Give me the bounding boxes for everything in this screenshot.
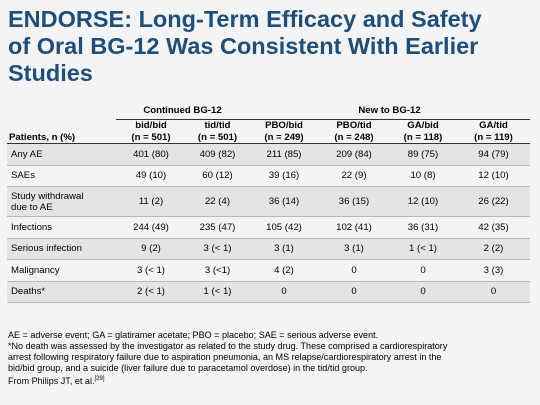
- row-label-line-2: due to AE: [11, 201, 53, 213]
- table-cell: 3 (1): [249, 238, 319, 260]
- table-cell: 3 (1): [319, 238, 389, 260]
- table-cell: 22 (4): [186, 186, 249, 217]
- table-cell: 244 (49): [116, 216, 186, 239]
- column-n: (n = 118): [403, 131, 443, 143]
- column-name: GA/bid: [407, 120, 439, 131]
- adverse-events-table: Continued BG-12 New to BG-12 Patients, n…: [7, 102, 530, 303]
- table-cell: 235 (47): [186, 216, 249, 239]
- footnotes: AE = adverse event; GA = glatiramer acet…: [8, 330, 533, 387]
- table-cell: 11 (2): [116, 186, 186, 217]
- footnote-deaths-line-1: *No death was assessed by the investigat…: [8, 341, 448, 351]
- row-label: Any AE: [7, 143, 116, 166]
- table-cell: 36 (31): [389, 216, 457, 239]
- table-cell: 409 (82): [186, 143, 249, 166]
- table-cell: 49 (10): [116, 165, 186, 187]
- column-name: tid/tid: [204, 120, 231, 131]
- table-cell: 89 (75): [389, 143, 457, 166]
- table-cell: 211 (85): [249, 143, 319, 166]
- table-cell: 1 (< 1): [389, 238, 457, 260]
- table-cell: 10 (8): [389, 165, 457, 187]
- row-label: Malignancy: [7, 259, 116, 282]
- column-header: PBO/tid (n = 248): [319, 119, 389, 144]
- table-cell: 0: [319, 281, 389, 303]
- table-cell: 26 (22): [457, 186, 530, 217]
- table-cell: 0: [249, 281, 319, 303]
- table-row: Serious infection 9 (2) 3 (< 1) 3 (1) 3 …: [7, 238, 530, 260]
- table-cell: 0: [389, 281, 457, 303]
- table-cell: 209 (84): [319, 143, 389, 166]
- table-cell: 60 (12): [186, 165, 249, 187]
- table-cell: 9 (2): [116, 238, 186, 260]
- table-row: SAEs 49 (10) 60 (12) 39 (16) 22 (9) 10 (…: [7, 165, 530, 187]
- title-line-1: ENDORSE: Long-Term Efficacy and Safety: [8, 6, 482, 32]
- column-header: tid/tid (n = 501): [186, 119, 249, 144]
- footnote-abbreviations: AE = adverse event; GA = glatiramer acet…: [8, 330, 379, 340]
- slide-title: ENDORSE: Long-Term Efficacy and Safety o…: [8, 6, 533, 87]
- table-row: Any AE 401 (80) 409 (82) 211 (85) 209 (8…: [7, 143, 530, 166]
- column-header-row: Patients, n (%) bid/bid (n = 501) tid/tid…: [7, 119, 530, 144]
- table-cell: 2 (2): [457, 238, 530, 260]
- table-row: Study withdrawal due to AE 11 (2) 22 (4) …: [7, 186, 530, 217]
- table-cell: 22 (9): [319, 165, 389, 187]
- table-cell: 12 (10): [457, 165, 530, 187]
- footnote-source: From Philips JT, et al.[29]: [8, 374, 533, 387]
- column-name: bid/bid: [135, 120, 167, 131]
- column-n: (n = 249): [264, 131, 304, 143]
- column-name: PBO/bid: [265, 120, 303, 131]
- footnote-deaths-line-2: arrest following respiratory failure due…: [8, 352, 442, 362]
- table-cell: 36 (15): [319, 186, 389, 217]
- source-reference: [29]: [94, 376, 105, 382]
- column-header: PBO/bid (n = 249): [249, 119, 319, 144]
- row-label: Serious infection: [7, 238, 116, 260]
- group-header-continued: Continued BG-12: [116, 102, 249, 120]
- table-row: Deaths* 2 (< 1) 1 (< 1) 0 0 0 0: [7, 281, 530, 303]
- table-cell: 3 (<1): [186, 259, 249, 282]
- table-cell: 105 (42): [249, 216, 319, 239]
- row-label: Deaths*: [7, 281, 116, 303]
- table-cell: 2 (< 1): [116, 281, 186, 303]
- row-label-line-1: Study withdrawal: [11, 190, 84, 202]
- group-header-row: Continued BG-12 New to BG-12: [7, 102, 530, 120]
- column-n: (n = 119): [474, 131, 513, 143]
- row-label: Study withdrawal due to AE: [7, 186, 116, 217]
- table-cell: 36 (14): [249, 186, 319, 217]
- column-header: bid/bid (n = 501): [116, 119, 186, 144]
- column-n: (n = 501): [197, 131, 238, 143]
- table-cell: 0: [457, 281, 530, 303]
- footnote-deaths-line-3: bid/bid group, and a suicide (liver fail…: [8, 363, 368, 373]
- table-cell: 4 (2): [249, 259, 319, 282]
- title-line-2: of Oral BG-12 Was Consistent With Earlie…: [8, 33, 479, 59]
- group-header-spacer: [7, 102, 116, 120]
- column-n: (n = 248): [334, 131, 374, 143]
- table-cell: 12 (10): [389, 186, 457, 217]
- group-header-new: New to BG-12: [249, 102, 530, 120]
- row-label: Infections: [7, 216, 116, 239]
- table-row: Malignancy 3 (< 1) 3 (<1) 4 (2) 0 0 3 (3…: [7, 259, 530, 282]
- column-name: PBO/tid: [336, 120, 372, 131]
- column-n: (n = 501): [131, 131, 171, 143]
- table-cell: 401 (80): [116, 143, 186, 166]
- table-cell: 102 (41): [319, 216, 389, 239]
- table-cell: 0: [389, 259, 457, 282]
- table-cell: 0: [319, 259, 389, 282]
- table-cell: 3 (3): [457, 259, 530, 282]
- table-cell: 94 (79): [457, 143, 530, 166]
- column-header: GA/bid (n = 118): [389, 119, 457, 144]
- source-text: From Philips JT, et al.: [8, 376, 95, 387]
- table-cell: 3 (< 1): [116, 259, 186, 282]
- column-name: GA/tid: [479, 120, 508, 131]
- column-header: GA/tid (n = 119): [457, 119, 530, 144]
- table-cell: 39 (16): [249, 165, 319, 187]
- table-cell: 1 (< 1): [186, 281, 249, 303]
- row-header-label: Patients, n (%): [7, 119, 116, 144]
- row-label: SAEs: [7, 165, 116, 187]
- table-cell: 3 (< 1): [186, 238, 249, 260]
- table-row: Infections 244 (49) 235 (47) 105 (42) 10…: [7, 216, 530, 239]
- table-cell: 42 (35): [457, 216, 530, 239]
- title-line-3: Studies: [8, 60, 93, 86]
